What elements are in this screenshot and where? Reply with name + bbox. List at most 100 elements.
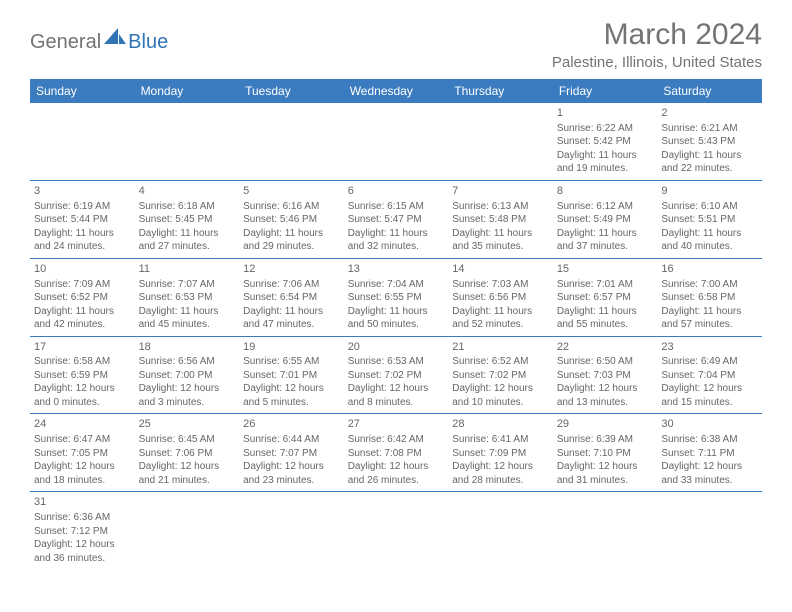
day-info-line: and 26 minutes. [348, 474, 445, 488]
day-cell: 10Sunrise: 7:09 AMSunset: 6:52 PMDayligh… [30, 258, 135, 336]
day-info-line: Daylight: 12 hours [557, 382, 654, 396]
empty-cell [30, 103, 135, 180]
day-number: 18 [139, 340, 236, 355]
day-info-line: Sunrise: 6:45 AM [139, 433, 236, 447]
day-info-line: and 22 minutes. [661, 162, 758, 176]
day-cell: 20Sunrise: 6:53 AMSunset: 7:02 PMDayligh… [344, 336, 449, 414]
day-cell: 12Sunrise: 7:06 AMSunset: 6:54 PMDayligh… [239, 258, 344, 336]
day-cell: 28Sunrise: 6:41 AMSunset: 7:09 PMDayligh… [448, 414, 553, 492]
day-info-line: Daylight: 12 hours [348, 460, 445, 474]
day-number: 26 [243, 417, 340, 432]
day-info-line: Sunset: 7:00 PM [139, 369, 236, 383]
day-info-line: and 50 minutes. [348, 318, 445, 332]
weekday-header: Monday [135, 79, 240, 103]
day-info-line: Sunrise: 6:36 AM [34, 511, 131, 525]
day-info-line: Daylight: 11 hours [348, 227, 445, 241]
week-row: 17Sunrise: 6:58 AMSunset: 6:59 PMDayligh… [30, 336, 762, 414]
day-number: 13 [348, 262, 445, 277]
day-info-line: Sunrise: 7:06 AM [243, 278, 340, 292]
day-info-line: Sunset: 5:48 PM [452, 213, 549, 227]
day-info-line: Sunrise: 6:58 AM [34, 355, 131, 369]
day-info-line: Sunrise: 6:22 AM [557, 122, 654, 136]
day-info-line: Sunrise: 7:07 AM [139, 278, 236, 292]
day-info-line: Sunset: 7:09 PM [452, 447, 549, 461]
day-info-line: and 21 minutes. [139, 474, 236, 488]
day-cell: 24Sunrise: 6:47 AMSunset: 7:05 PMDayligh… [30, 414, 135, 492]
day-cell: 2Sunrise: 6:21 AMSunset: 5:43 PMDaylight… [657, 103, 762, 180]
day-info-line: Daylight: 12 hours [452, 460, 549, 474]
day-number: 29 [557, 417, 654, 432]
day-info-line: Daylight: 11 hours [557, 305, 654, 319]
day-info-line: and 37 minutes. [557, 240, 654, 254]
day-cell: 7Sunrise: 6:13 AMSunset: 5:48 PMDaylight… [448, 180, 553, 258]
day-info-line: Sunrise: 6:53 AM [348, 355, 445, 369]
day-info-line: and 55 minutes. [557, 318, 654, 332]
day-cell: 9Sunrise: 6:10 AMSunset: 5:51 PMDaylight… [657, 180, 762, 258]
day-number: 5 [243, 184, 340, 199]
day-number: 11 [139, 262, 236, 277]
day-info-line: Daylight: 12 hours [348, 382, 445, 396]
day-info-line: and 8 minutes. [348, 396, 445, 410]
day-info-line: Sunset: 5:51 PM [661, 213, 758, 227]
week-row: 24Sunrise: 6:47 AMSunset: 7:05 PMDayligh… [30, 414, 762, 492]
day-info-line: Sunset: 7:12 PM [34, 525, 131, 539]
day-info-line: Sunrise: 6:56 AM [139, 355, 236, 369]
day-info-line: Sunset: 5:44 PM [34, 213, 131, 227]
day-info-line: and 15 minutes. [661, 396, 758, 410]
day-info-line: Daylight: 12 hours [661, 460, 758, 474]
day-info-line: Sunrise: 6:18 AM [139, 200, 236, 214]
day-info-line: Sunrise: 7:00 AM [661, 278, 758, 292]
week-row: 31Sunrise: 6:36 AMSunset: 7:12 PMDayligh… [30, 492, 762, 569]
day-cell: 21Sunrise: 6:52 AMSunset: 7:02 PMDayligh… [448, 336, 553, 414]
day-info-line: Sunrise: 6:19 AM [34, 200, 131, 214]
day-info-line: Daylight: 12 hours [34, 460, 131, 474]
day-info-line: Daylight: 12 hours [452, 382, 549, 396]
day-info-line: Sunrise: 6:52 AM [452, 355, 549, 369]
day-info-line: Sunrise: 6:13 AM [452, 200, 549, 214]
day-info-line: Sunrise: 6:39 AM [557, 433, 654, 447]
day-info-line: Sunrise: 6:49 AM [661, 355, 758, 369]
day-info-line: Daylight: 12 hours [139, 460, 236, 474]
day-info-line: and 27 minutes. [139, 240, 236, 254]
day-info-line: Sunset: 5:45 PM [139, 213, 236, 227]
day-info-line: Sunset: 5:46 PM [243, 213, 340, 227]
day-number: 21 [452, 340, 549, 355]
day-number: 2 [661, 106, 758, 121]
day-number: 1 [557, 106, 654, 121]
day-number: 12 [243, 262, 340, 277]
day-info-line: and 10 minutes. [452, 396, 549, 410]
day-number: 31 [34, 495, 131, 510]
weekday-header: Thursday [448, 79, 553, 103]
day-info-line: Sunrise: 7:01 AM [557, 278, 654, 292]
logo-text-general: General [30, 31, 101, 54]
day-cell: 4Sunrise: 6:18 AMSunset: 5:45 PMDaylight… [135, 180, 240, 258]
day-cell: 26Sunrise: 6:44 AMSunset: 7:07 PMDayligh… [239, 414, 344, 492]
day-info-line: Sunrise: 6:21 AM [661, 122, 758, 136]
day-info-line: Sunset: 6:57 PM [557, 291, 654, 305]
weekday-header: Friday [553, 79, 658, 103]
day-info-line: and 0 minutes. [34, 396, 131, 410]
day-info-line: Daylight: 11 hours [661, 227, 758, 241]
day-info-line: and 47 minutes. [243, 318, 340, 332]
day-info-line: Daylight: 11 hours [243, 227, 340, 241]
day-info-line: Sunset: 7:08 PM [348, 447, 445, 461]
empty-cell [448, 492, 553, 569]
logo-text-blue: Blue [128, 31, 168, 54]
day-info-line: and 52 minutes. [452, 318, 549, 332]
day-info-line: and 3 minutes. [139, 396, 236, 410]
day-info-line: Sunset: 6:54 PM [243, 291, 340, 305]
day-cell: 27Sunrise: 6:42 AMSunset: 7:08 PMDayligh… [344, 414, 449, 492]
empty-cell [239, 103, 344, 180]
day-info-line: and 35 minutes. [452, 240, 549, 254]
day-info-line: Daylight: 11 hours [452, 305, 549, 319]
day-info-line: Daylight: 11 hours [139, 227, 236, 241]
day-number: 20 [348, 340, 445, 355]
day-info-line: Sunset: 6:53 PM [139, 291, 236, 305]
day-info-line: Daylight: 11 hours [661, 149, 758, 163]
calendar-table: SundayMondayTuesdayWednesdayThursdayFrid… [30, 79, 762, 569]
day-info-line: Sunset: 6:55 PM [348, 291, 445, 305]
day-number: 10 [34, 262, 131, 277]
day-info-line: Sunset: 7:02 PM [348, 369, 445, 383]
day-number: 9 [661, 184, 758, 199]
weekday-header: Tuesday [239, 79, 344, 103]
